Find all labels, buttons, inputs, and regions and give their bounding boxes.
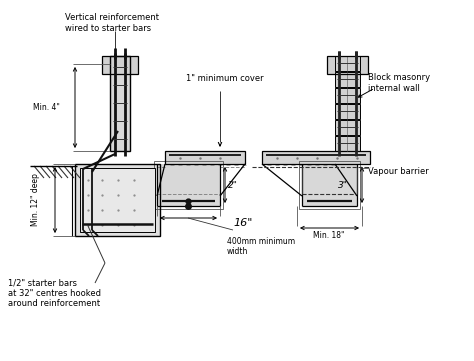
Bar — [335, 136, 360, 151]
Bar — [335, 56, 360, 71]
Bar — [335, 120, 360, 135]
Bar — [165, 151, 245, 164]
Text: 1/2" starter bars
at 32" centres hooked
around reinforcement: 1/2" starter bars at 32" centres hooked … — [8, 278, 101, 308]
Bar — [302, 164, 357, 206]
Bar — [262, 151, 370, 164]
Text: Block masonry
internal wall: Block masonry internal wall — [368, 73, 430, 93]
Text: Min. 18": Min. 18" — [313, 231, 345, 240]
Bar — [75, 164, 160, 236]
Bar — [335, 104, 360, 119]
Text: 1" minimum cover: 1" minimum cover — [186, 74, 264, 83]
Bar — [102, 56, 138, 74]
Text: Vapour barrier: Vapour barrier — [368, 166, 429, 175]
Bar — [335, 56, 360, 71]
Bar — [327, 56, 368, 74]
Text: Min. 12" deep: Min. 12" deep — [30, 174, 39, 226]
Bar — [262, 151, 370, 164]
Bar — [335, 72, 360, 87]
Bar — [327, 56, 368, 74]
Bar — [110, 56, 130, 151]
Bar — [299, 161, 360, 209]
Text: 16": 16" — [233, 218, 252, 228]
Bar — [75, 164, 160, 236]
Bar — [102, 56, 138, 74]
Bar — [335, 72, 360, 87]
Bar — [165, 151, 245, 164]
Bar — [335, 136, 360, 151]
Bar — [335, 88, 360, 103]
Bar — [335, 120, 360, 135]
Text: Vertical reinforcement
wired to starter bars: Vertical reinforcement wired to starter … — [65, 13, 159, 33]
Text: Min. 4": Min. 4" — [33, 104, 60, 113]
Bar — [80, 168, 155, 232]
Bar — [335, 88, 360, 103]
Text: 400mm minimum
width: 400mm minimum width — [227, 237, 295, 256]
Text: 3": 3" — [338, 180, 348, 190]
Bar — [154, 161, 223, 209]
Text: 2": 2" — [228, 180, 238, 190]
Bar — [110, 56, 130, 151]
Bar — [157, 164, 220, 206]
Bar — [335, 104, 360, 119]
